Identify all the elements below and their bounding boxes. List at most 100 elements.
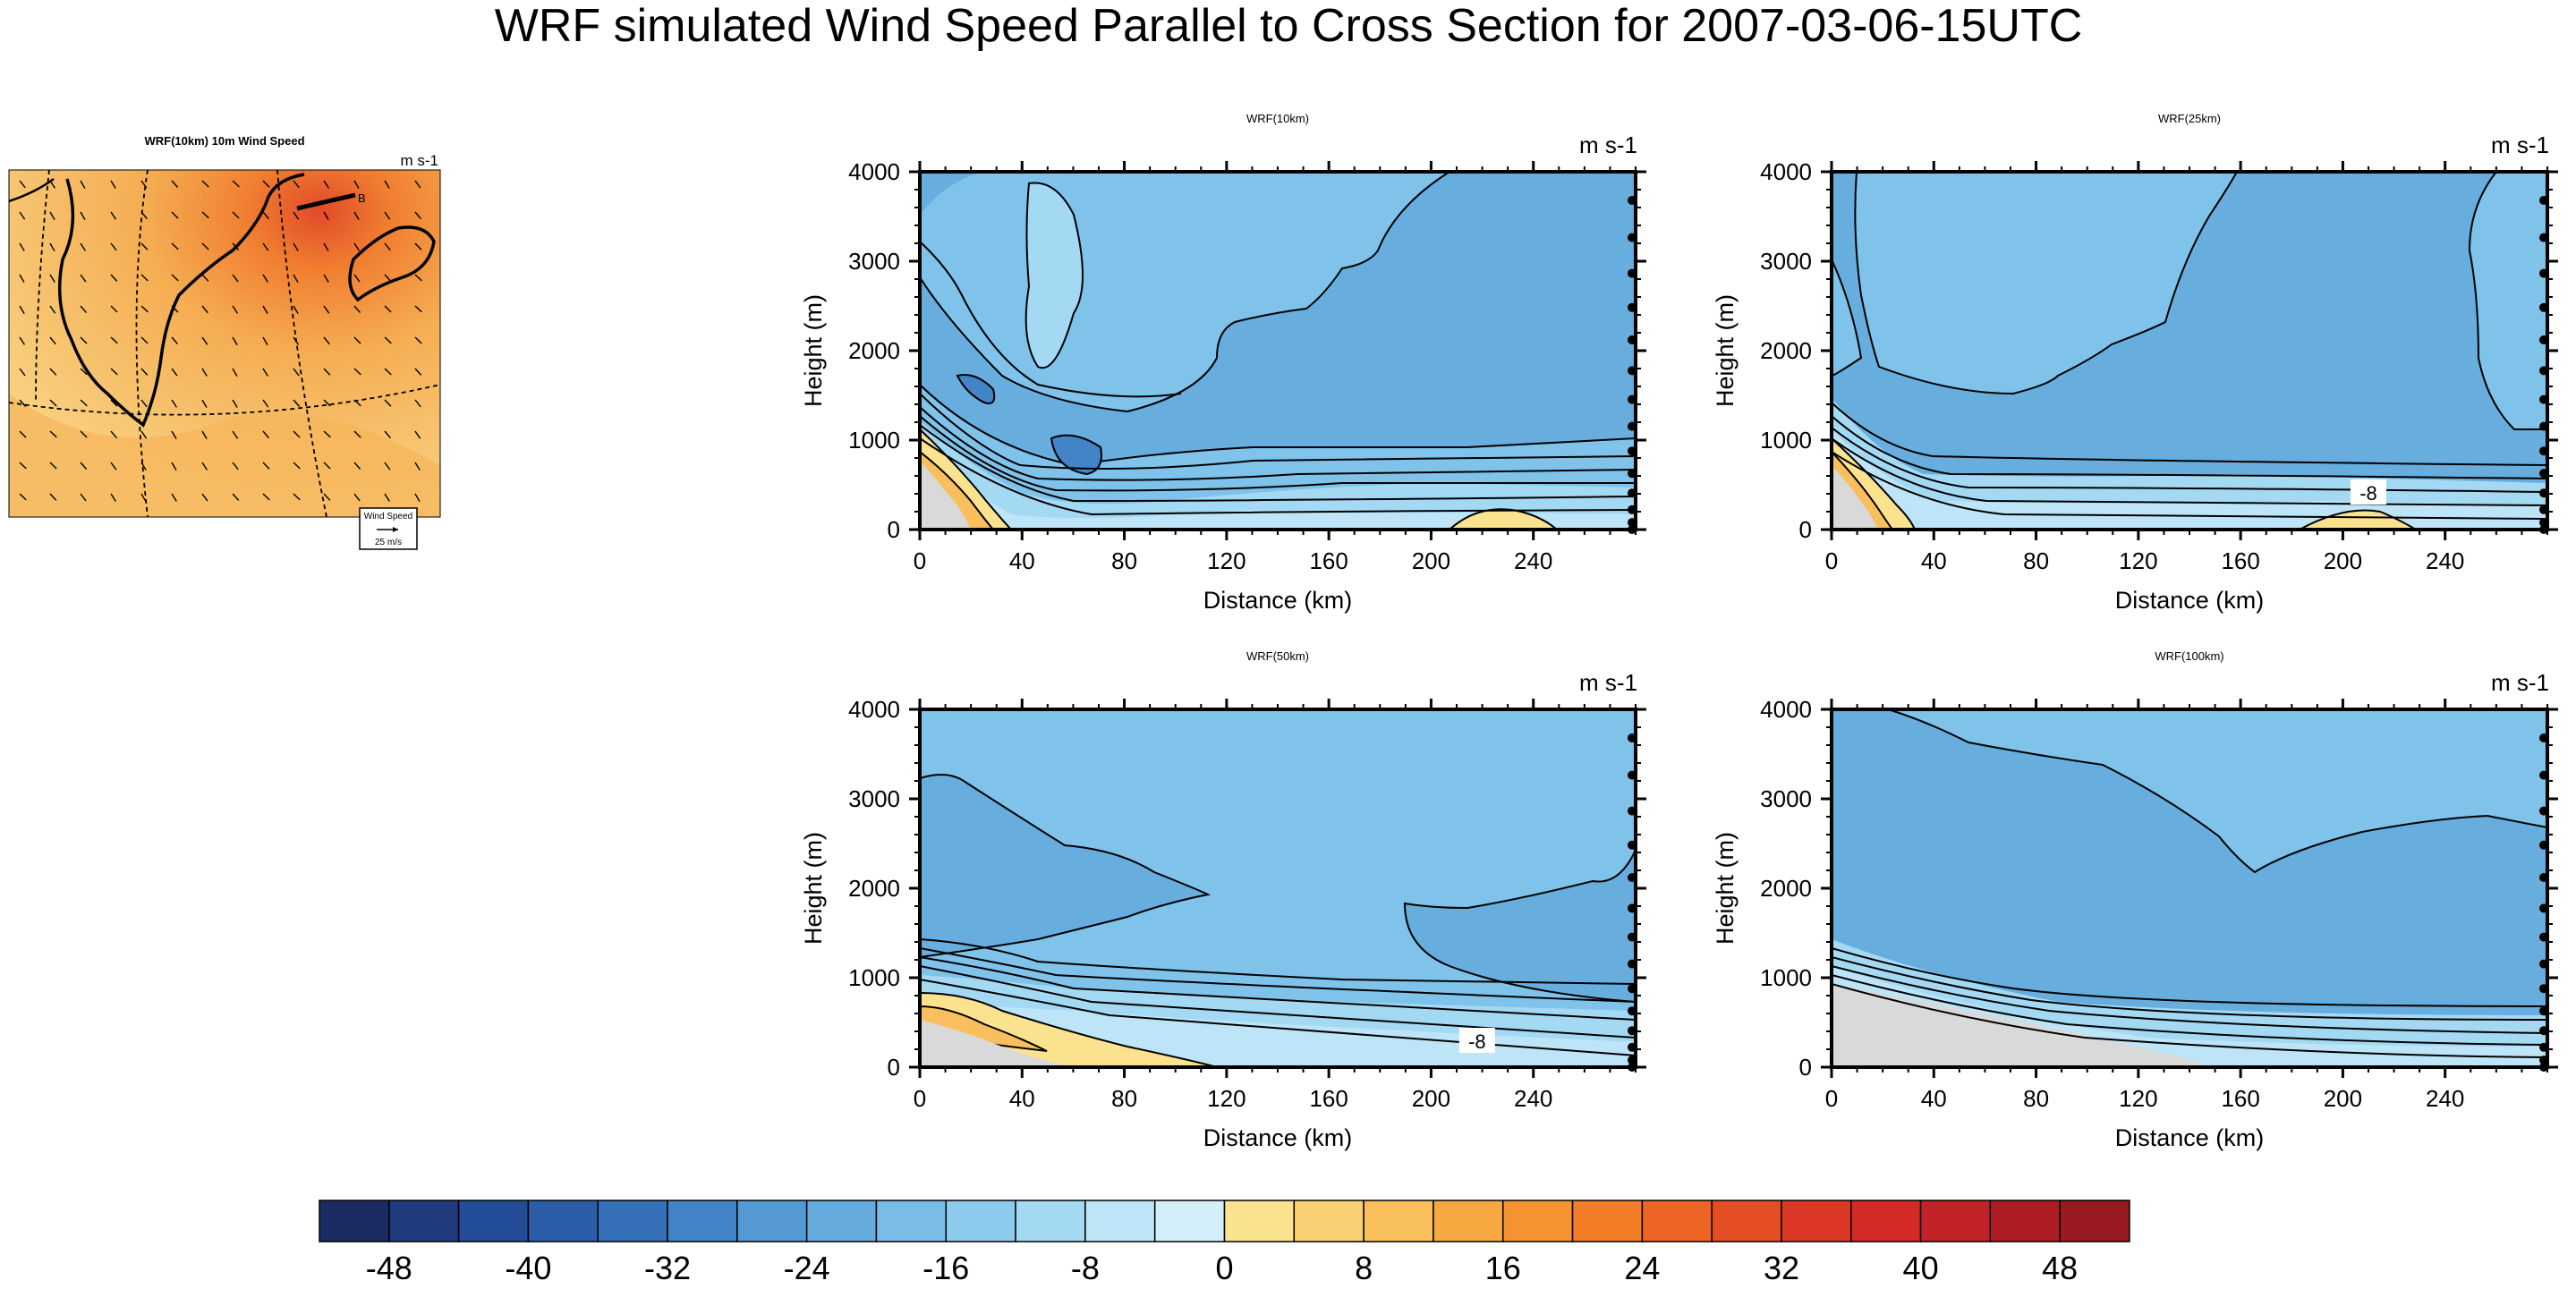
panel-units: m s-1	[1579, 131, 1637, 158]
colorbar-swatch	[1990, 1200, 2060, 1242]
colorbar-tick-label: 32	[1764, 1250, 1799, 1286]
y-tick-label: 3000	[848, 785, 900, 812]
x-tick-label: 80	[1111, 1085, 1137, 1112]
model-level-marker	[1628, 841, 1637, 850]
model-level-marker	[1628, 446, 1637, 455]
model-level-marker	[1628, 1026, 1637, 1035]
colorbar-tick-label: 40	[1903, 1250, 1939, 1286]
x-axis-label: Distance (km)	[1203, 1124, 1353, 1151]
model-level-marker	[1628, 505, 1637, 514]
y-tick-label: 3000	[848, 248, 900, 275]
model-level-marker	[2539, 771, 2548, 780]
y-tick-label: 3000	[1760, 785, 1812, 812]
panel-plot-area	[1832, 709, 2547, 1067]
y-tick-label: 2000	[848, 337, 900, 364]
colorbar-swatch	[528, 1200, 598, 1242]
colorbar-tick-label: 8	[1355, 1250, 1373, 1286]
colorbar-swatch	[737, 1200, 807, 1242]
x-tick-label: 80	[2023, 547, 2049, 574]
map-section-end-label: B	[358, 191, 366, 205]
model-level-marker	[1628, 960, 1637, 969]
panel-wrf-100km: WRF(100km) m s-1	[1832, 649, 2549, 1067]
panel-units: m s-1	[1579, 669, 1637, 696]
colorbar-swatch	[1781, 1200, 1851, 1242]
model-level-marker	[2539, 335, 2548, 344]
colorbar-swatch	[946, 1200, 1016, 1242]
y-tick-label: 0	[1799, 1054, 1812, 1081]
map-units: m s-1	[401, 152, 439, 169]
panel-wrf-10km: WRF(10km) m s-1	[920, 112, 1637, 530]
x-tick-label: 200	[2324, 1085, 2362, 1112]
model-level-marker	[2539, 960, 2548, 969]
model-level-marker	[2539, 984, 2548, 993]
x-tick-label: 0	[914, 1085, 926, 1112]
panel-title: WRF(50km)	[1246, 649, 1309, 663]
x-tick-label: 120	[1207, 1085, 1245, 1112]
model-level-marker	[2539, 446, 2548, 455]
x-axis-label: Distance (km)	[1203, 587, 1353, 614]
colorbar-tick-label: 24	[1624, 1250, 1660, 1286]
model-level-marker	[1628, 903, 1637, 912]
colorbar-swatch	[459, 1200, 529, 1242]
y-tick-label: 1000	[848, 427, 900, 454]
colorbar-swatch	[2060, 1200, 2130, 1242]
reference-vector-title: Wind Speed	[364, 512, 412, 522]
colorbar-swatch	[1712, 1200, 1781, 1242]
colorbar-swatch	[1294, 1200, 1364, 1242]
y-axis-label: Height (m)	[800, 294, 827, 407]
model-level-marker	[2539, 734, 2548, 742]
model-level-marker	[1628, 196, 1637, 205]
model-level-marker	[2539, 422, 2548, 431]
model-level-marker	[1628, 984, 1637, 993]
model-level-marker	[2539, 1056, 2548, 1064]
x-tick-label: 240	[1514, 547, 1552, 574]
y-tick-label: 0	[1799, 516, 1812, 543]
panel-plot-area	[1832, 172, 2547, 530]
colorbar-tick-label: -32	[644, 1250, 691, 1286]
model-level-marker	[2539, 1026, 2548, 1035]
model-level-marker	[2539, 269, 2548, 278]
y-tick-label: 0	[888, 1054, 900, 1081]
model-level-marker	[2539, 933, 2548, 942]
map-title: WRF(10km) 10m Wind Speed	[144, 134, 304, 148]
colorbar-swatch	[1642, 1200, 1712, 1242]
model-level-marker	[1628, 488, 1637, 497]
colorbar-swatch	[1921, 1200, 1991, 1242]
panel-title: WRF(100km)	[2155, 649, 2223, 663]
colorbar-tick-label: 16	[1485, 1250, 1521, 1286]
panel-units: m s-1	[2491, 669, 2549, 696]
colorbar-swatch	[1016, 1200, 1085, 1242]
y-tick-label: 2000	[1760, 337, 1812, 364]
colorbar-swatch	[598, 1200, 667, 1242]
panel-wrf-50km: WRF(50km) m s-1	[920, 649, 1637, 1067]
colorbar-swatch	[876, 1200, 946, 1242]
map-reference-vector-box: Wind Speed 25 m/s	[360, 508, 417, 549]
model-level-marker	[2539, 1006, 2548, 1015]
x-tick-label: 0	[1825, 547, 1838, 574]
colorbar-swatch	[1503, 1200, 1573, 1242]
map-panel: WRF(10km) 10m Wind Speed m s-1 B Wind Sp…	[9, 134, 440, 549]
x-tick-label: 160	[1309, 547, 1348, 574]
colorbar-tick-label: 48	[2042, 1250, 2078, 1286]
x-axis-label: Distance (km)	[2115, 587, 2265, 614]
colorbar-tick-label: -40	[505, 1250, 551, 1286]
x-tick-label: 40	[1921, 547, 1947, 574]
model-level-marker	[2539, 469, 2548, 478]
x-tick-label: 40	[1009, 547, 1035, 574]
colorbar-tick-label: -48	[366, 1250, 412, 1286]
x-tick-label: 240	[2426, 547, 2464, 574]
y-tick-label: 2000	[1760, 875, 1812, 902]
colorbar-tick-label: -16	[922, 1250, 969, 1286]
colorbar-swatch	[1085, 1200, 1155, 1242]
model-level-marker	[1628, 366, 1637, 375]
model-level-marker	[2539, 196, 2548, 205]
model-level-marker	[2539, 303, 2548, 312]
model-level-marker	[1628, 422, 1637, 431]
model-level-marker	[1628, 807, 1637, 816]
panel-plot-area	[920, 709, 1636, 1067]
panel-title: WRF(25km)	[2158, 112, 2221, 125]
reference-vector-value: 25 m/s	[375, 538, 402, 547]
model-level-marker	[2539, 518, 2548, 527]
x-tick-label: 200	[1412, 547, 1450, 574]
